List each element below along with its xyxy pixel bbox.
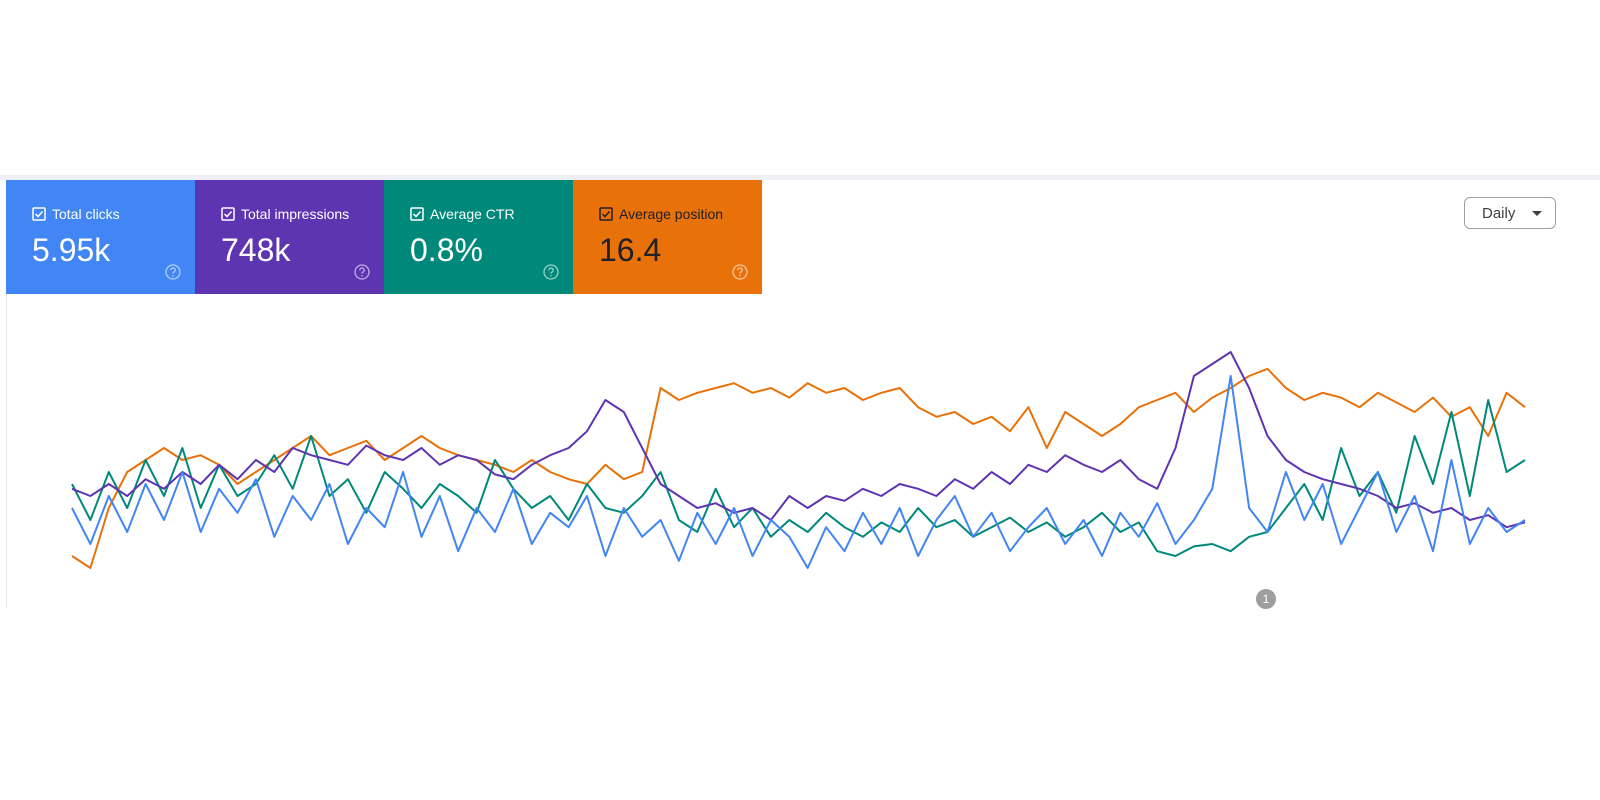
checkbox[interactable] (221, 207, 235, 221)
help-icon[interactable] (543, 264, 559, 280)
divider (0, 175, 1600, 180)
metric-label: Total impressions (241, 206, 350, 222)
metric-card[interactable]: Average position 16.4 (573, 180, 762, 294)
checkbox[interactable] (32, 207, 46, 221)
metric-card[interactable]: Total impressions 748k (195, 180, 384, 294)
metric-label: Average CTR (430, 206, 515, 222)
metric-value: 16.4 (599, 232, 662, 268)
period-dropdown[interactable]: Daily (1464, 197, 1556, 229)
metric-cards: Total clicks 5.95k Total impressions 748k Av… (6, 180, 762, 294)
annotation-label: 1 (1263, 592, 1270, 606)
metric-label: Average position (619, 206, 724, 222)
help-icon[interactable] (732, 264, 748, 280)
metric-value: 5.95k (32, 232, 111, 268)
border (6, 180, 7, 608)
metric-card[interactable]: Total clicks 5.95k (6, 180, 195, 294)
metric-label: Total clicks (52, 206, 120, 222)
series-line (71, 351, 1526, 529)
dropdown-arrow (1532, 211, 1542, 216)
checkbox[interactable] (410, 207, 424, 221)
metric-value: 0.8% (410, 232, 483, 268)
metric-card[interactable]: Average CTR 0.8% (384, 180, 573, 294)
annotation-marker[interactable] (1256, 589, 1276, 609)
help-icon[interactable] (165, 264, 181, 280)
checkbox[interactable] (599, 207, 613, 221)
series-line (71, 367, 1526, 569)
metric-value: 748k (221, 232, 291, 268)
series-line (71, 399, 1526, 557)
series-line (71, 375, 1526, 569)
dropdown-label: Daily (1482, 205, 1516, 222)
help-icon[interactable] (354, 264, 370, 280)
